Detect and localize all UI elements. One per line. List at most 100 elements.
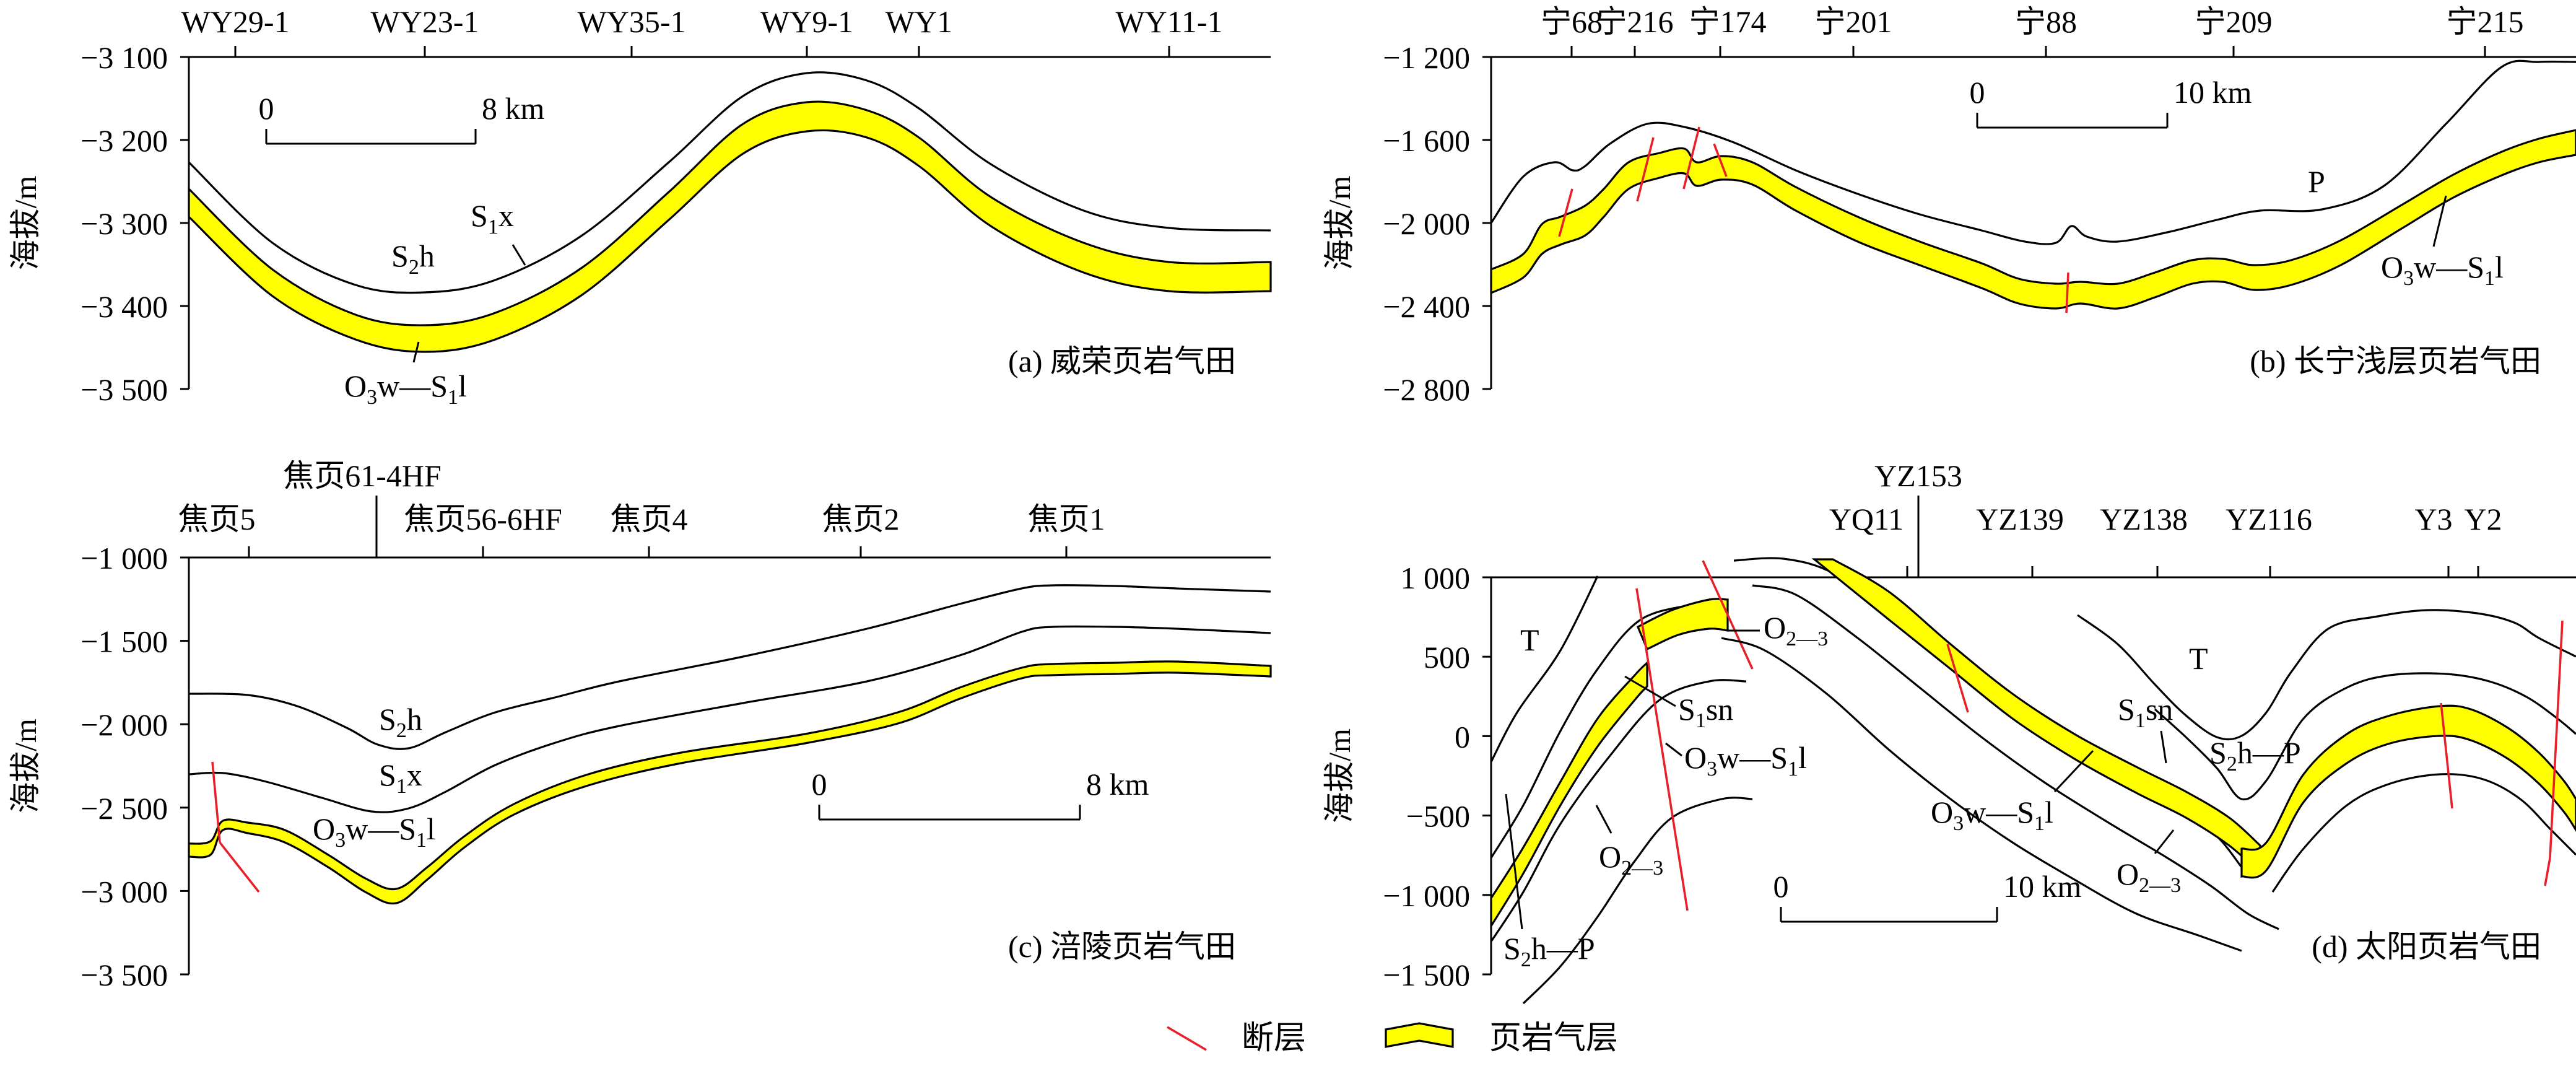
panel-title: (d) 太阳页岩气田 bbox=[2312, 929, 2541, 964]
fault bbox=[1946, 644, 1969, 713]
unit-S1sn: S1sn bbox=[2118, 692, 2173, 732]
unit-S2h-P: S2h—P bbox=[1503, 931, 1595, 971]
well-label: YQ11 bbox=[1829, 502, 1904, 536]
fault bbox=[211, 761, 221, 843]
unit-T: T bbox=[2189, 641, 2208, 676]
well-label: WY1 bbox=[886, 4, 952, 39]
scale-label: 8 km bbox=[1086, 767, 1149, 802]
shale-gas-layer bbox=[188, 660, 1272, 905]
unit-S2h-P: S2h—P bbox=[2209, 735, 2301, 776]
unit-O3w-S1l: O3w—S1l bbox=[1931, 795, 2053, 835]
leader bbox=[2432, 195, 2447, 247]
y-tick-label: −3 400 bbox=[80, 289, 168, 324]
fault bbox=[2440, 702, 2453, 809]
unit-T: T bbox=[1520, 623, 1539, 657]
unit-O2-3: O2—3 bbox=[2117, 857, 2181, 897]
horizon-S2h-top bbox=[188, 584, 1271, 750]
unit-P: P bbox=[2308, 164, 2325, 199]
y-tick-label: −2 000 bbox=[80, 707, 168, 742]
well-label: WY11-1 bbox=[1115, 4, 1222, 39]
unit-O2-3: O2—3 bbox=[1599, 839, 1663, 880]
horizon bbox=[2077, 609, 2576, 741]
horizon bbox=[1490, 575, 1599, 763]
section-geometry bbox=[180, 46, 2576, 1051]
well-label: WY35-1 bbox=[578, 4, 686, 39]
leader bbox=[1624, 675, 1676, 707]
well-label: 宁216 bbox=[1596, 4, 1674, 39]
well-label: 焦页2 bbox=[822, 502, 900, 536]
y-tick-label: −1 200 bbox=[1383, 40, 1470, 75]
unit-S2h: S2h bbox=[391, 238, 435, 279]
fault bbox=[1635, 588, 1689, 911]
leader bbox=[2154, 829, 2175, 854]
y-tick-label: −1 600 bbox=[1383, 123, 1470, 158]
well-label: 焦页61-4HF bbox=[283, 458, 442, 493]
horizon bbox=[1752, 584, 2279, 930]
legend-fault-swatch bbox=[1167, 1026, 1207, 1051]
leader bbox=[1505, 793, 1523, 930]
unit-O3w-S1l: O3w—S1l bbox=[2381, 250, 2504, 290]
y-tick-label: −1 000 bbox=[1383, 878, 1470, 913]
horizon-P-top bbox=[1490, 59, 2576, 245]
unit-S1x: S1x bbox=[379, 758, 422, 798]
y-axis-label: 海拔/m bbox=[8, 176, 43, 271]
well-label: WY23-1 bbox=[371, 4, 479, 39]
horizon bbox=[2154, 672, 2576, 801]
leader bbox=[1595, 805, 1612, 834]
unit-O3w-S1l: O3w—S1l bbox=[313, 811, 435, 852]
unit-S1x: S1x bbox=[471, 198, 514, 238]
shale-gas-layer bbox=[1636, 598, 1729, 651]
horizon bbox=[1490, 679, 1747, 942]
y-tick-label: −1 000 bbox=[80, 541, 168, 575]
scale-label: 10 km bbox=[2003, 869, 2082, 904]
scale-label: 10 km bbox=[2174, 75, 2252, 110]
well-label: 宁201 bbox=[1815, 4, 1892, 39]
y-tick-label: −3 500 bbox=[80, 372, 168, 407]
well-label: 焦页5 bbox=[178, 502, 256, 536]
unit-S2h: S2h bbox=[379, 702, 422, 742]
y-tick-label: −2 000 bbox=[1383, 206, 1470, 241]
fault bbox=[1682, 126, 1700, 190]
horizon-S1x-top bbox=[188, 625, 1271, 813]
unit-O3w-S1l: O3w—S1l bbox=[1684, 740, 1807, 780]
scale-label: 0 bbox=[1773, 869, 1789, 904]
y-tick-label: 500 bbox=[1424, 640, 1470, 675]
y-tick-label: −1 500 bbox=[80, 624, 168, 659]
well-label: 焦页4 bbox=[611, 502, 688, 536]
well-label: YZ116 bbox=[2226, 502, 2312, 536]
shale-gas-layer bbox=[1490, 660, 1648, 930]
y-tick-label: −3 000 bbox=[80, 874, 168, 909]
y-tick-label: −3 500 bbox=[80, 958, 168, 992]
y-tick-label: 0 bbox=[1455, 719, 1470, 754]
scale-label: 0 bbox=[1970, 75, 1985, 110]
legend-shale-swatch bbox=[1385, 1022, 1454, 1048]
leader bbox=[2160, 730, 2167, 764]
y-tick-label: −3 100 bbox=[80, 40, 168, 75]
legend-fault-label: 断层 bbox=[1242, 1021, 1306, 1056]
fault bbox=[2065, 272, 2069, 313]
well-label: 焦页1 bbox=[1028, 502, 1105, 536]
leader bbox=[1665, 742, 1682, 757]
fault bbox=[1558, 188, 1573, 237]
horizon bbox=[1721, 637, 2242, 952]
fault bbox=[1702, 560, 1754, 670]
shale-gas-layer bbox=[188, 100, 1272, 353]
fault bbox=[219, 841, 260, 893]
y-tick-label: −2 400 bbox=[1383, 289, 1470, 324]
well-label: Y3 bbox=[2414, 502, 2452, 536]
horizon bbox=[1490, 603, 1697, 859]
fault bbox=[1713, 143, 1728, 177]
well-label: YZ139 bbox=[1976, 502, 2064, 536]
y-tick-label: −3 200 bbox=[80, 123, 168, 158]
y-tick-label: −500 bbox=[1406, 799, 1470, 834]
scale-label: 8 km bbox=[482, 91, 545, 126]
fault bbox=[1636, 137, 1655, 202]
y-axis-label: 海拔/m bbox=[1322, 176, 1357, 271]
y-tick-label: 1 000 bbox=[1401, 561, 1471, 595]
unit-S1sn: S1sn bbox=[1678, 692, 1733, 732]
horizon bbox=[2271, 773, 2576, 893]
y-axis-label: 海拔/m bbox=[8, 719, 43, 813]
y-tick-label: −1 500 bbox=[1383, 958, 1470, 992]
unit-O2-3: O2—3 bbox=[1764, 610, 1828, 650]
